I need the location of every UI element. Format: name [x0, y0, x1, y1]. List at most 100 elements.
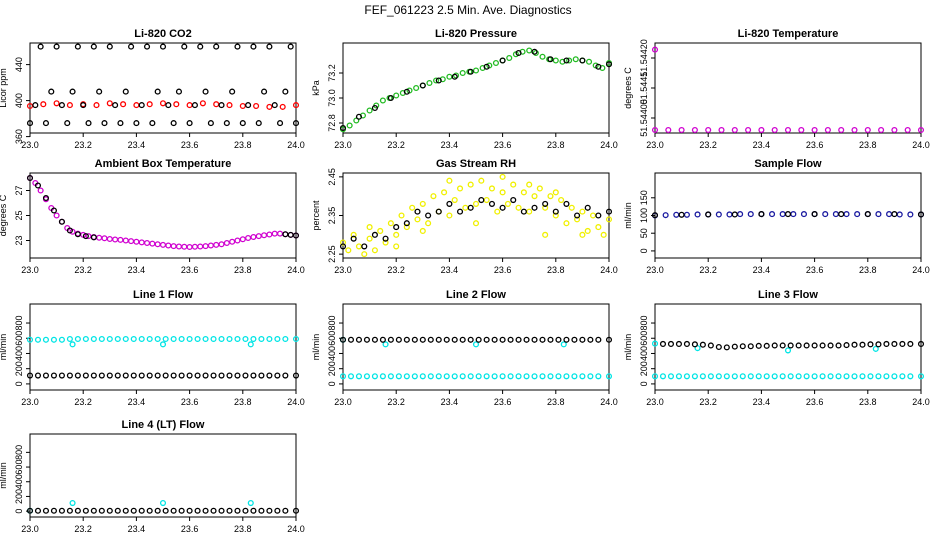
- data-point: [138, 372, 145, 379]
- data-point: [605, 216, 613, 223]
- data-point: [279, 103, 286, 110]
- data-point: [600, 231, 607, 238]
- series-black: [26, 43, 300, 127]
- x-tick-label: 24.0: [287, 265, 305, 275]
- data-point: [795, 373, 802, 380]
- data-point: [579, 373, 586, 380]
- y-axis-label: ml/min: [311, 334, 321, 361]
- data-point: [851, 373, 858, 380]
- data-point: [547, 193, 554, 200]
- data-point: [266, 43, 273, 50]
- y-tick-label: 600: [639, 331, 649, 346]
- data-point: [667, 373, 675, 380]
- x-tick-label: 23.0: [21, 524, 39, 534]
- data-point: [499, 204, 506, 211]
- data-point: [678, 126, 685, 134]
- data-point: [563, 220, 570, 227]
- data-point: [42, 194, 50, 202]
- data-point: [723, 373, 730, 380]
- data-point: [355, 336, 363, 343]
- data-point: [691, 341, 698, 348]
- data-point: [731, 343, 738, 350]
- data-point: [58, 218, 65, 225]
- y-axis-label: degrees C: [0, 194, 8, 236]
- data-point: [595, 336, 602, 343]
- data-point: [574, 212, 581, 219]
- data-point: [64, 120, 71, 127]
- data-point: [520, 189, 527, 196]
- y-axis-label: ml/min: [0, 334, 8, 361]
- data-point: [218, 241, 225, 248]
- data-point: [523, 336, 530, 343]
- data-point: [587, 373, 594, 380]
- data-point: [274, 507, 281, 514]
- data-point: [239, 120, 246, 127]
- data-point: [843, 342, 850, 349]
- data-point: [854, 211, 861, 218]
- data-point: [58, 336, 65, 343]
- data-point: [90, 43, 97, 50]
- y-tick-label: 200: [14, 489, 24, 504]
- data-point: [883, 340, 890, 348]
- data-point: [504, 200, 511, 207]
- data-point: [605, 61, 613, 68]
- data-point: [587, 336, 594, 343]
- data-point: [234, 335, 241, 343]
- x-tick-label: 23.2: [699, 397, 717, 407]
- data-point: [555, 336, 562, 343]
- y-axis-label: percent: [311, 200, 321, 231]
- data-point: [731, 373, 738, 380]
- data-point: [66, 507, 73, 514]
- data-point: [247, 499, 254, 507]
- data-point: [499, 189, 506, 196]
- data-point: [768, 211, 776, 218]
- data-point: [758, 211, 765, 218]
- data-point: [106, 335, 113, 343]
- data-point: [253, 102, 260, 110]
- data-point: [731, 126, 738, 134]
- data-point: [427, 336, 434, 343]
- data-point: [605, 208, 613, 215]
- x-tick-label: 23.2: [74, 140, 92, 150]
- data-point: [651, 126, 659, 134]
- figure-title: FEF_061223 2.5 Min. Ave. Diagnostics: [364, 3, 571, 17]
- data-point: [292, 507, 300, 514]
- data-point: [691, 126, 698, 134]
- data-point: [250, 507, 257, 514]
- data-point: [69, 341, 76, 348]
- data-point: [531, 204, 538, 211]
- data-point: [515, 49, 522, 57]
- data-point: [226, 335, 233, 343]
- chart-title: Sample Flow: [754, 158, 822, 170]
- y-tick-label: 600: [14, 331, 24, 346]
- x-tick-label: 23.6: [181, 265, 199, 275]
- data-point: [819, 373, 826, 380]
- data-point: [393, 231, 400, 238]
- data-point: [558, 196, 565, 204]
- y-tick-label: 400: [14, 474, 24, 489]
- data-point: [585, 58, 593, 65]
- data-point: [239, 236, 246, 243]
- data-point: [234, 43, 241, 50]
- data-point: [245, 234, 252, 242]
- data-point: [563, 200, 570, 207]
- data-point: [234, 507, 241, 514]
- chart-panel: Sample Flow ml/min 23.0 23.2 23.4 23.6 23.8 24.…: [623, 158, 930, 275]
- data-point: [194, 507, 201, 514]
- data-point: [571, 373, 578, 380]
- y-axis-label: Licor ppm: [0, 68, 8, 108]
- data-point: [595, 63, 602, 70]
- data-point: [66, 372, 73, 379]
- data-point: [705, 126, 712, 134]
- data-point: [128, 43, 135, 50]
- data-point: [851, 341, 858, 348]
- x-tick-label: 23.8: [234, 265, 252, 275]
- data-point: [475, 336, 482, 343]
- data-point: [146, 372, 153, 379]
- data-point: [427, 373, 434, 380]
- data-point: [292, 102, 300, 109]
- data-point: [218, 102, 225, 109]
- x-tick-label: 23.6: [806, 140, 824, 150]
- data-point: [433, 77, 440, 84]
- chart-title: Line 2 Flow: [446, 289, 506, 301]
